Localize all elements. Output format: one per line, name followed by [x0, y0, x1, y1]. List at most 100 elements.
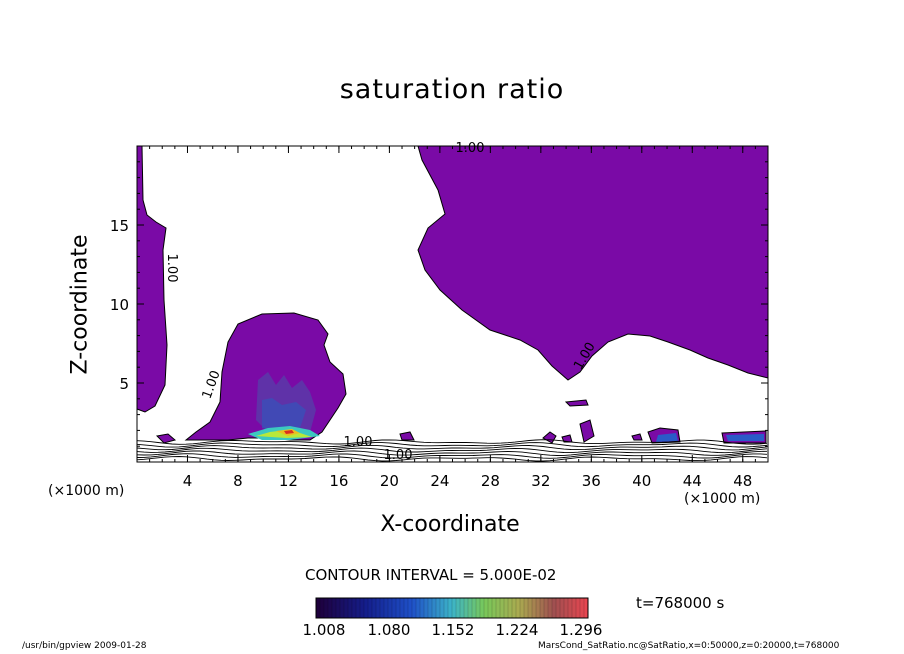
supersaturated-region	[564, 399, 589, 407]
footer-source: MarsCond_SatRatio.nc@SatRatio,x=0:50000,…	[538, 641, 840, 651]
colorbar-segment	[476, 598, 481, 618]
colorbar-segment	[512, 598, 517, 618]
colorbar-segment	[400, 598, 405, 618]
x-tick-label: 20	[380, 472, 399, 490]
colorbar-segment	[364, 598, 369, 618]
y-tick-label: 10	[110, 296, 129, 314]
surface-contour-line	[136, 450, 768, 456]
colorbar-segment	[568, 598, 573, 618]
colorbar-segment	[576, 598, 581, 618]
colorbar-segment	[556, 598, 561, 618]
colorbar-segment	[320, 598, 325, 618]
x-tick-label: 8	[233, 472, 243, 490]
colorbar-segment	[456, 598, 461, 618]
colorbar-segment	[472, 598, 477, 618]
contour-label: 1.00	[384, 448, 413, 463]
y-tick-label: 15	[110, 217, 129, 235]
colorbar-segment	[468, 598, 473, 618]
colorbar-tick: 1.152	[431, 621, 475, 639]
colorbar-segment	[412, 598, 417, 618]
colorbar-segment	[552, 598, 557, 618]
x-tick-label: 16	[329, 472, 348, 490]
surface-contour-line	[136, 444, 768, 451]
x-axis-ticks: 4 8 12 16 20 24 28 32 36 40 44 48	[149, 146, 756, 490]
colorbar-segment	[384, 598, 389, 618]
colorbar-segment	[340, 598, 345, 618]
y-axis-ticks: 5 10 15	[110, 161, 768, 447]
colorbar-segment	[528, 598, 533, 618]
x-tick-label: 32	[531, 472, 550, 490]
colorbar-segment	[432, 598, 437, 618]
colorbar-segment	[496, 598, 501, 618]
x-tick-label: 36	[582, 472, 601, 490]
supersaturated-region	[579, 419, 595, 443]
colorbar-tick: 1.296	[559, 621, 603, 639]
colorbar-segment	[388, 598, 393, 618]
colorbar-segment	[440, 598, 445, 618]
surface-contour-line	[136, 456, 768, 462]
colorbar-segment	[352, 598, 357, 618]
colorbar-segment	[560, 598, 565, 618]
colorbar-segment	[408, 598, 413, 618]
colorbar	[315, 597, 589, 619]
surface-contour-line	[136, 442, 768, 448]
colorbar-segment	[396, 598, 401, 618]
colorbar-segment	[572, 598, 577, 618]
supersaturated-region	[417, 145, 769, 381]
surface-contour-line	[136, 447, 768, 454]
time-label: t=768000 s	[636, 594, 725, 612]
supersaturated-region	[631, 433, 643, 441]
colorbar-segment	[460, 598, 465, 618]
colorbar-segment	[544, 598, 549, 618]
colorbar-segment	[356, 598, 361, 618]
x-axis-label: X-coordinate	[380, 512, 520, 537]
colorbar-segment	[484, 598, 489, 618]
colorbar-segment	[404, 598, 409, 618]
contour-lines	[136, 439, 768, 462]
colorbar-segment	[504, 598, 509, 618]
supersaturated-region	[542, 431, 557, 444]
colorbar-segment	[324, 598, 329, 618]
colorbar-segment	[372, 598, 377, 618]
colorbar-tick: 1.080	[367, 621, 411, 639]
colorbar-segment	[376, 598, 381, 618]
chart-title: saturation ratio	[339, 74, 565, 105]
supersaturated-region	[155, 433, 177, 444]
colorbar-segment	[520, 598, 525, 618]
colorbar-segment	[424, 598, 429, 618]
supersaturated-regions	[136, 145, 769, 444]
colorbar-segment	[580, 598, 585, 618]
colorbar-segment	[436, 598, 441, 618]
cloud-core	[284, 430, 294, 434]
colorbar-frame	[315, 597, 589, 619]
contour-label: 1.00	[456, 141, 485, 156]
colorbar-segment	[368, 598, 373, 618]
colorbar-segment	[328, 598, 333, 618]
colorbar-segment	[564, 598, 569, 618]
supersaturated-region	[399, 431, 415, 441]
colorbar-tick: 1.224	[495, 621, 539, 639]
colorbar-segment	[448, 598, 453, 618]
contour-label: 1.00	[164, 254, 179, 283]
colorbar-segment	[392, 598, 397, 618]
colorbar-segment	[536, 598, 541, 618]
colorbar-segment	[428, 598, 433, 618]
colorbar-segment	[492, 598, 497, 618]
colorbar-segment	[452, 598, 457, 618]
y-tick-label: 5	[119, 375, 129, 393]
x-unit-left: (×1000 m)	[48, 483, 125, 499]
colorbar-segment	[420, 598, 425, 618]
surface-contour-line	[136, 453, 768, 459]
colorbar-segment	[336, 598, 341, 618]
colorbar-segment	[464, 598, 469, 618]
x-tick-label: 28	[481, 472, 500, 490]
x-tick-label: 40	[632, 472, 651, 490]
x-tick-label: 24	[430, 472, 449, 490]
colorbar-segment	[548, 598, 553, 618]
contour-interval: CONTOUR INTERVAL = 5.000E-02	[305, 566, 557, 584]
colorbar-segment	[348, 598, 353, 618]
cloud-core	[262, 398, 306, 432]
colorbar-segment	[316, 598, 321, 618]
colorbar-segment	[360, 598, 365, 618]
colorbar-segment	[500, 598, 505, 618]
